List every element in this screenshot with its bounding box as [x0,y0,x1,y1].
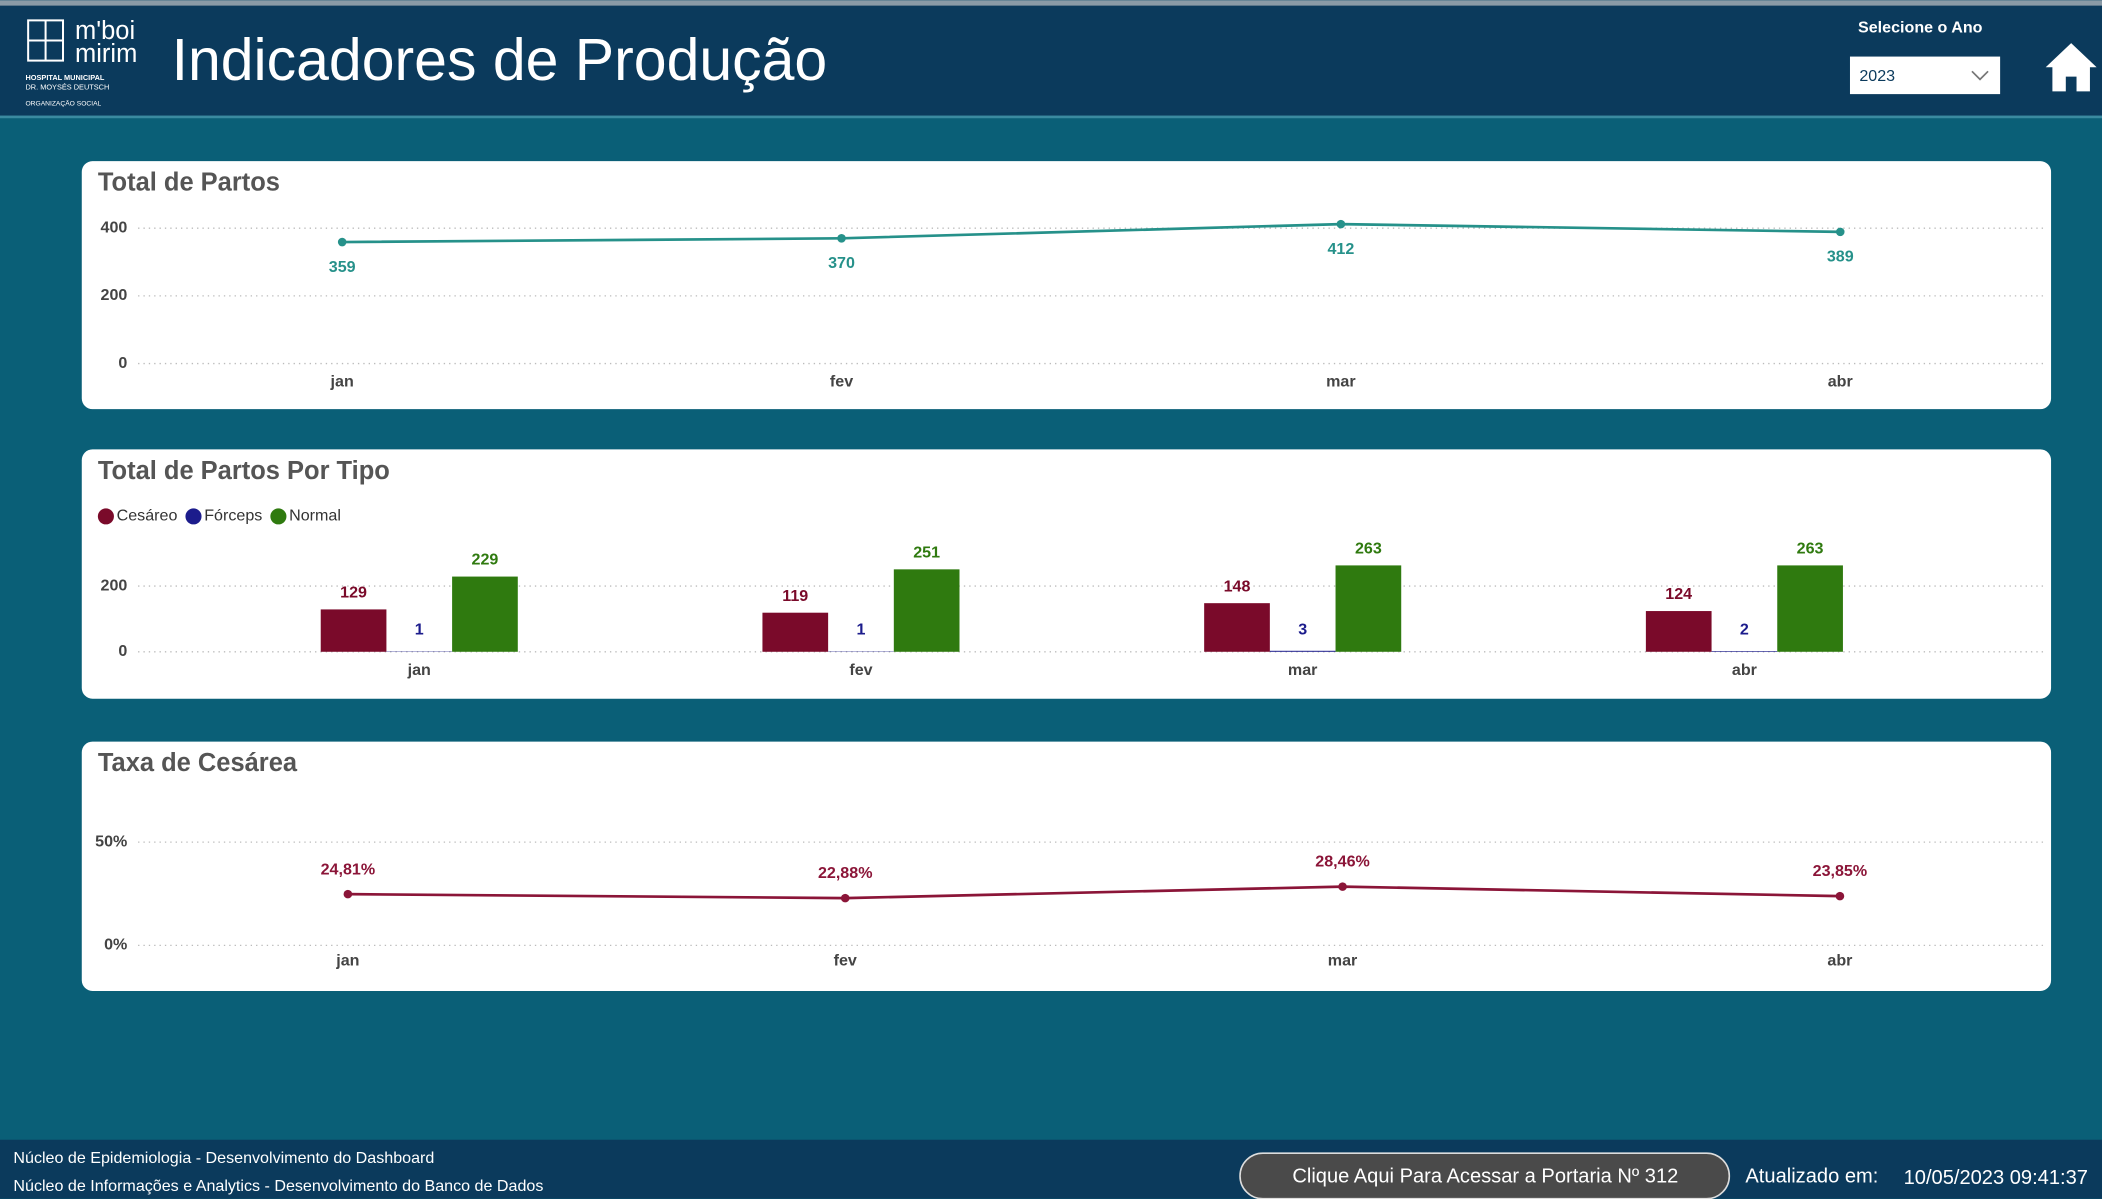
bar [1777,565,1843,652]
bar [1335,565,1402,652]
logo-text: DR. MOYSÉS DEUTSCH [25,82,109,91]
data-point [1835,227,1845,237]
year-dropdown[interactable]: 2023 [1849,56,2001,95]
legend-marker [97,508,114,525]
x-tick-label: abr [1828,373,1854,391]
y-tick-label: 0% [104,936,127,954]
x-tick-label: fev [849,661,872,679]
bar [1204,603,1270,652]
data-label: 229 [472,551,499,569]
x-tick-label: fev [834,952,857,970]
data-label: 24,81% [321,860,376,878]
page-title: Indicadores de Produção [172,28,828,93]
portaria-button[interactable]: Clique Aqui Para Acessar a Portaria Nº 3… [1239,1152,1731,1199]
data-point [1835,891,1845,901]
logo-text: m'boi [75,17,135,45]
bar [1269,650,1336,652]
chart-title: Total de Partos Por Tipo [98,457,390,485]
data-label: 1 [856,621,865,639]
logo-text: ORGANIZAÇÃO SOCIAL [25,98,101,107]
x-tick-label: jan [407,661,431,679]
data-label: 359 [329,258,356,276]
legend-label: Fórceps [204,507,262,525]
data-point [1336,219,1346,229]
dropdown-arrow[interactable] [1971,70,1989,81]
data-label: 119 [782,587,808,605]
data-point [1338,882,1347,891]
data-label: 124 [1665,585,1692,603]
bar [1645,611,1712,652]
y-tick-label: 0 [118,354,127,372]
data-label: 23,85% [1813,862,1868,880]
legend-marker [270,508,287,525]
footer-credit: Núcleo de Informações e Analytics - Dese… [13,1177,543,1195]
bar [893,569,960,652]
data-point [343,889,353,899]
header-line [0,115,2102,119]
updated-label: Atualizado em: [1745,1166,1878,1188]
logo-text: mirim [75,40,137,68]
footer-bar [0,1139,2102,1199]
top-border [0,0,2102,6]
logo-text: HOSPITAL MUNICIPAL [25,73,104,82]
filter-label: Selecione o Ano [1858,19,1983,37]
footer-credit: Núcleo de Epidemiologia - Desenvolviment… [13,1149,434,1167]
legend-marker [185,508,202,525]
button-label[interactable]: Clique Aqui Para Acessar a Portaria Nº 3… [1292,1166,1678,1188]
bar [320,609,387,652]
y-tick-label: 400 [101,218,128,236]
x-tick-label: abr [1827,952,1853,970]
updated-value: 10/05/2023 09:41:37 [1904,1167,2088,1189]
data-label: 263 [1355,540,1382,558]
x-tick-label: jan [330,373,354,391]
data-point [837,234,846,243]
data-label: 3 [1298,621,1307,639]
data-label: 370 [828,254,855,272]
card [81,449,2052,699]
header-bar [0,0,2102,117]
card [81,741,2052,991]
line [342,222,1841,244]
card [81,161,2052,410]
x-tick-label: mar [1326,373,1356,391]
data-label: 2 [1740,621,1749,639]
data-label: 28,46% [1315,853,1370,871]
line [347,885,1840,900]
logo: m'boi mirim HOSPITAL MUNICIPAL DR. MOYSÉ… [25,17,137,107]
data-label: 251 [913,544,940,562]
y-tick-label: 0 [118,642,127,660]
data-label: 22,88% [818,864,873,882]
data-point [337,237,347,247]
data-label: 129 [340,584,367,602]
legend-label: Cesáreo [117,507,178,525]
chart-title: Taxa de Cesárea [98,749,298,777]
y-tick-label: 200 [101,286,128,304]
data-label: 1 [415,621,424,639]
legend-label: Normal [289,507,341,525]
data-label: 148 [1224,577,1251,595]
dropdown-value[interactable]: 2023 [1859,67,1895,85]
y-tick-label: 50% [95,832,127,850]
chart-title: Total de Partos [98,169,280,197]
x-tick-label: mar [1288,661,1318,679]
bar [762,612,829,652]
data-label: 412 [1327,240,1354,258]
bar [452,576,518,652]
data-point [840,893,850,903]
x-tick-label: jan [335,952,359,970]
bar [1711,651,1778,652]
data-label: 389 [1827,248,1854,266]
data-label: 263 [1797,540,1824,558]
x-tick-label: abr [1732,661,1758,679]
y-tick-label: 200 [101,576,128,594]
x-tick-label: mar [1328,952,1358,970]
x-tick-label: fev [830,373,853,391]
